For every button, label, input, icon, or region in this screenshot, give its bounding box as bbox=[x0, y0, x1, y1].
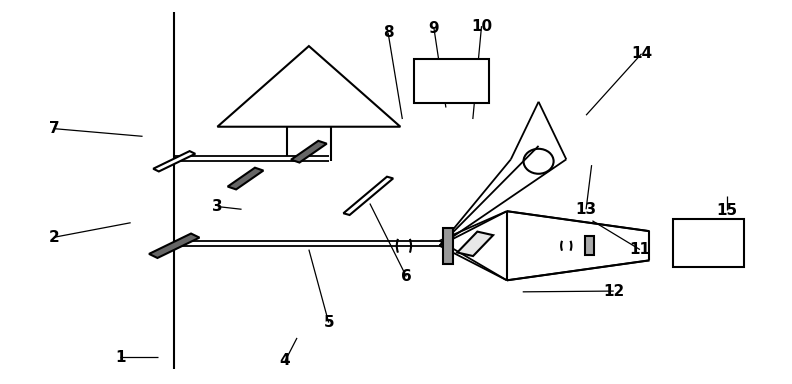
Text: 7: 7 bbox=[48, 121, 59, 136]
Polygon shape bbox=[457, 232, 493, 256]
Text: 15: 15 bbox=[717, 203, 737, 218]
Text: 13: 13 bbox=[576, 202, 596, 217]
Text: 9: 9 bbox=[428, 21, 440, 36]
Text: 4: 4 bbox=[280, 353, 291, 369]
Bar bbox=[443, 228, 453, 264]
Polygon shape bbox=[227, 168, 264, 189]
Text: 10: 10 bbox=[471, 18, 492, 34]
Polygon shape bbox=[344, 177, 393, 215]
Text: 11: 11 bbox=[630, 242, 650, 257]
Text: 1: 1 bbox=[115, 349, 126, 365]
Bar bbox=[413, 58, 489, 103]
Bar bbox=[585, 236, 594, 255]
Polygon shape bbox=[291, 141, 327, 162]
Polygon shape bbox=[153, 151, 196, 172]
Text: 14: 14 bbox=[631, 46, 652, 61]
Polygon shape bbox=[149, 233, 200, 258]
Text: 3: 3 bbox=[212, 199, 223, 214]
Text: 2: 2 bbox=[48, 230, 59, 245]
Text: 6: 6 bbox=[401, 269, 412, 284]
Text: 12: 12 bbox=[604, 283, 624, 299]
Text: 8: 8 bbox=[383, 25, 394, 40]
Text: 5: 5 bbox=[323, 315, 334, 330]
Bar bbox=[673, 219, 744, 267]
Polygon shape bbox=[217, 46, 401, 127]
